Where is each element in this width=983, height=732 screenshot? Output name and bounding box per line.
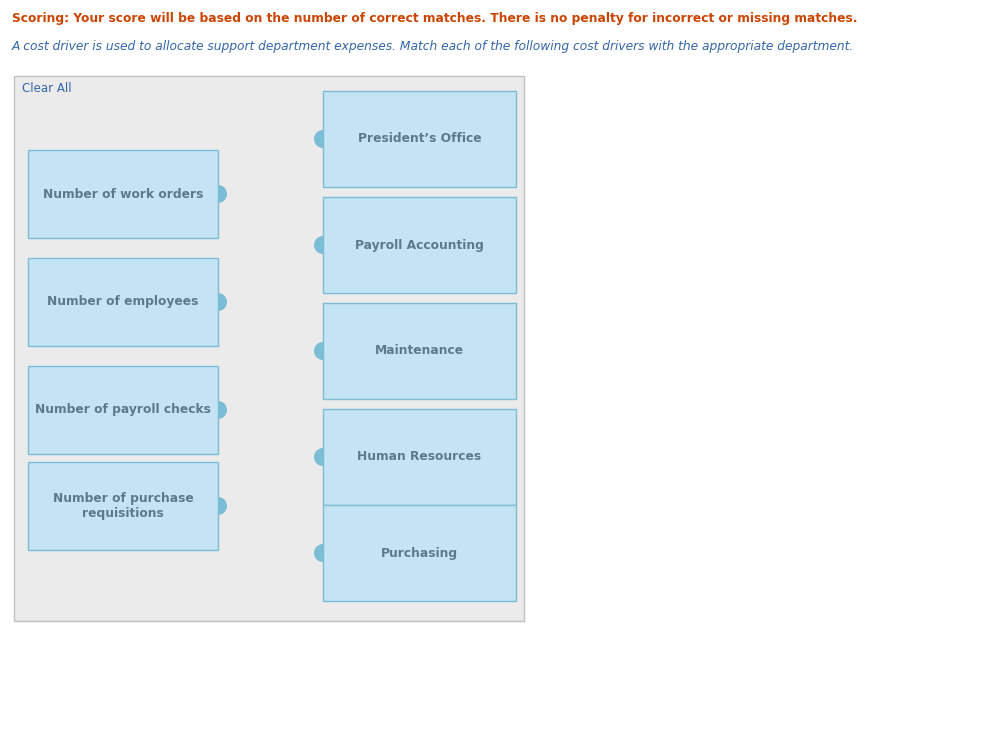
FancyBboxPatch shape [14,76,524,621]
Text: Number of purchase
requisitions: Number of purchase requisitions [53,492,194,520]
FancyBboxPatch shape [323,91,516,187]
Wedge shape [314,342,323,360]
Text: Payroll Accounting: Payroll Accounting [355,239,484,252]
Text: Number of work orders: Number of work orders [43,187,203,201]
Text: Number of payroll checks: Number of payroll checks [35,403,211,417]
Text: Scoring: Your score will be based on the number of correct matches. There is no : Scoring: Your score will be based on the… [12,12,857,25]
FancyBboxPatch shape [323,409,516,505]
Text: Clear All: Clear All [22,82,72,95]
Text: President’s Office: President’s Office [358,132,482,146]
FancyBboxPatch shape [323,197,516,293]
Text: A cost driver is used to allocate support department expenses. Match each of the: A cost driver is used to allocate suppor… [12,40,854,53]
FancyBboxPatch shape [28,258,218,346]
Text: Purchasing: Purchasing [381,547,458,559]
FancyBboxPatch shape [323,303,516,399]
Text: Human Resources: Human Resources [358,450,482,463]
FancyBboxPatch shape [28,150,218,238]
Wedge shape [218,401,227,419]
Wedge shape [314,130,323,148]
Text: Maintenance: Maintenance [375,345,464,357]
Text: Number of employees: Number of employees [47,296,199,308]
Wedge shape [218,497,227,515]
Wedge shape [314,544,323,562]
Wedge shape [314,236,323,254]
Wedge shape [218,293,227,311]
FancyBboxPatch shape [28,462,218,550]
Wedge shape [314,448,323,466]
FancyBboxPatch shape [323,505,516,601]
FancyBboxPatch shape [28,366,218,454]
Wedge shape [218,185,227,203]
